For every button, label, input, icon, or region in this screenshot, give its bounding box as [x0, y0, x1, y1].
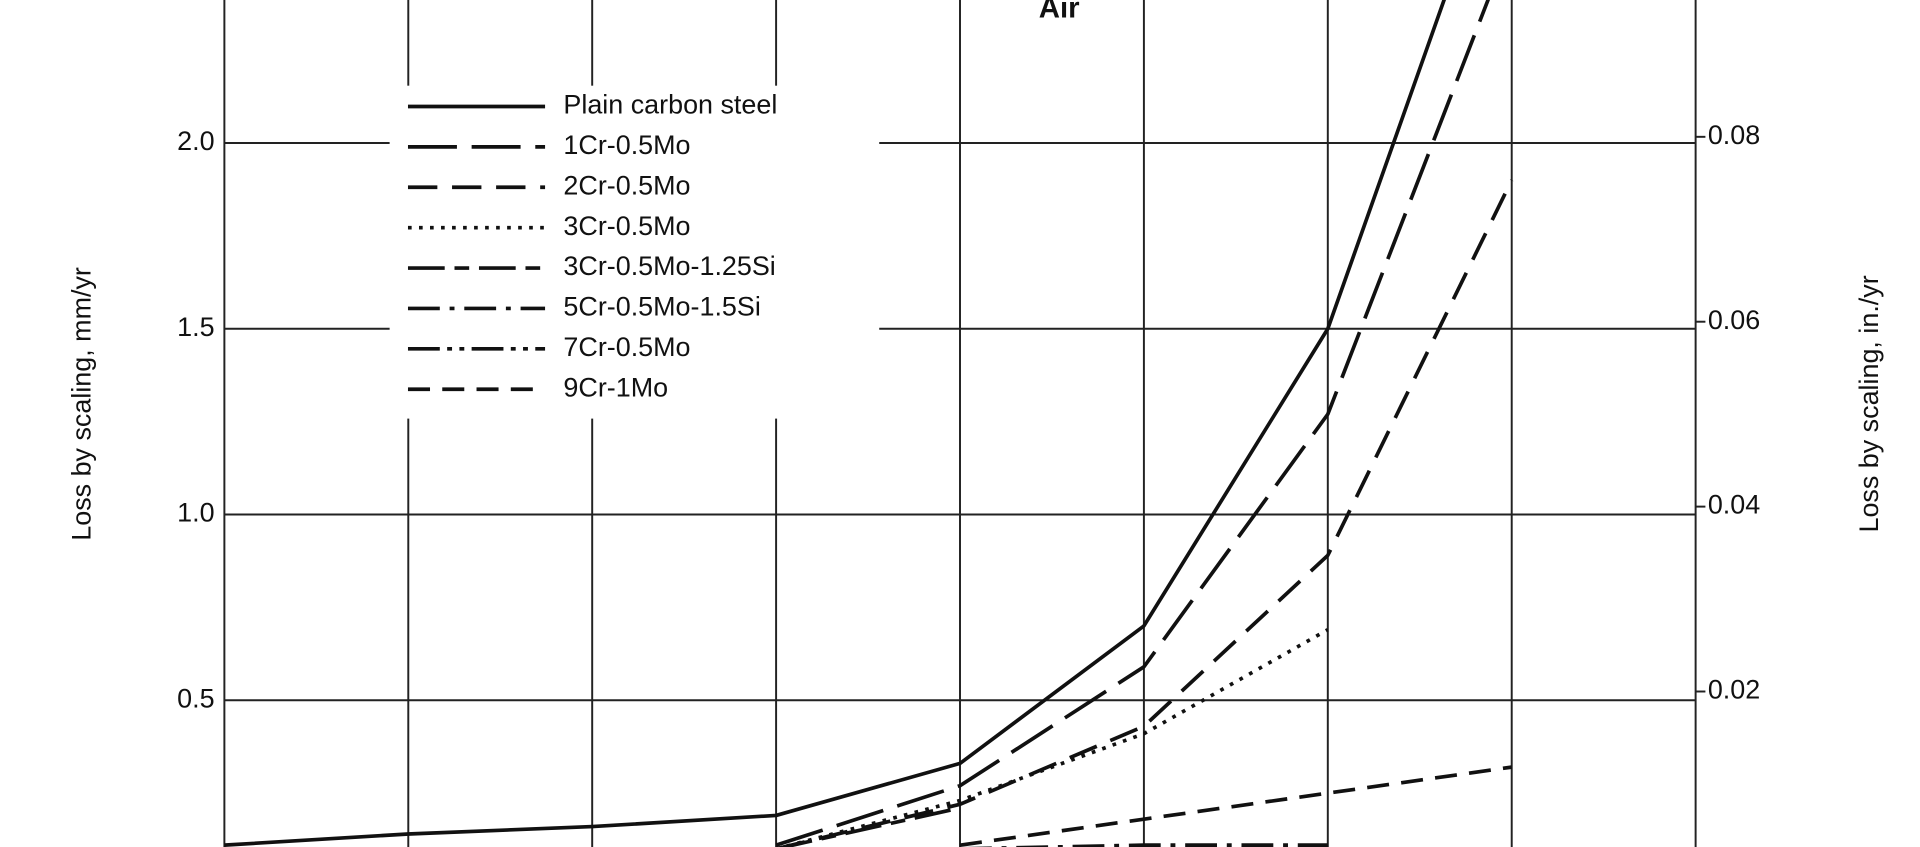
y-tick-label: 1.0 [177, 498, 214, 528]
series-line [775, 806, 961, 847]
y2-tick-label: 0.06 [1708, 305, 1760, 335]
series-line [961, 843, 1328, 847]
y-tick-label: 2.0 [177, 126, 214, 156]
y-tick-label: 1.5 [177, 312, 214, 342]
y2-axis-label: Loss by scaling, in./yr [1854, 275, 1884, 532]
legend-label: 1Cr-0.5Mo [563, 130, 690, 160]
legend-box [389, 85, 880, 419]
series-line [224, 0, 1447, 847]
legend-label: 3Cr-0.5Mo [563, 211, 690, 241]
legend-label: Plain carbon steel [563, 90, 777, 120]
chart-title: Air [1039, 0, 1080, 25]
legend-label: 9Cr-1Mo [563, 372, 668, 402]
series-line [775, 628, 1329, 847]
y2-tick-label: 0.04 [1708, 490, 1760, 520]
legend: Plain carbon steel 1Cr-0.5Mo 2Cr-0.5Mo 3Cr-… [389, 85, 880, 419]
series-line [775, 0, 1490, 847]
y2-tick-label: 0.08 [1708, 120, 1760, 150]
series-line [959, 765, 1512, 847]
y-tick-label: 0.5 [177, 683, 214, 713]
plot-area [224, 0, 1514, 847]
y2-tick-label: 0.02 [1708, 675, 1760, 705]
legend-label: 2Cr-0.5Mo [563, 170, 690, 200]
legend-label: 3Cr-0.5Mo-1.25Si [563, 251, 775, 281]
legend-label: 7Cr-0.5Mo [563, 332, 690, 362]
y-axis-label: Loss by scaling, mm/yr [67, 267, 97, 541]
legend-label: 5Cr-0.5Mo-1.5Si [563, 292, 760, 322]
